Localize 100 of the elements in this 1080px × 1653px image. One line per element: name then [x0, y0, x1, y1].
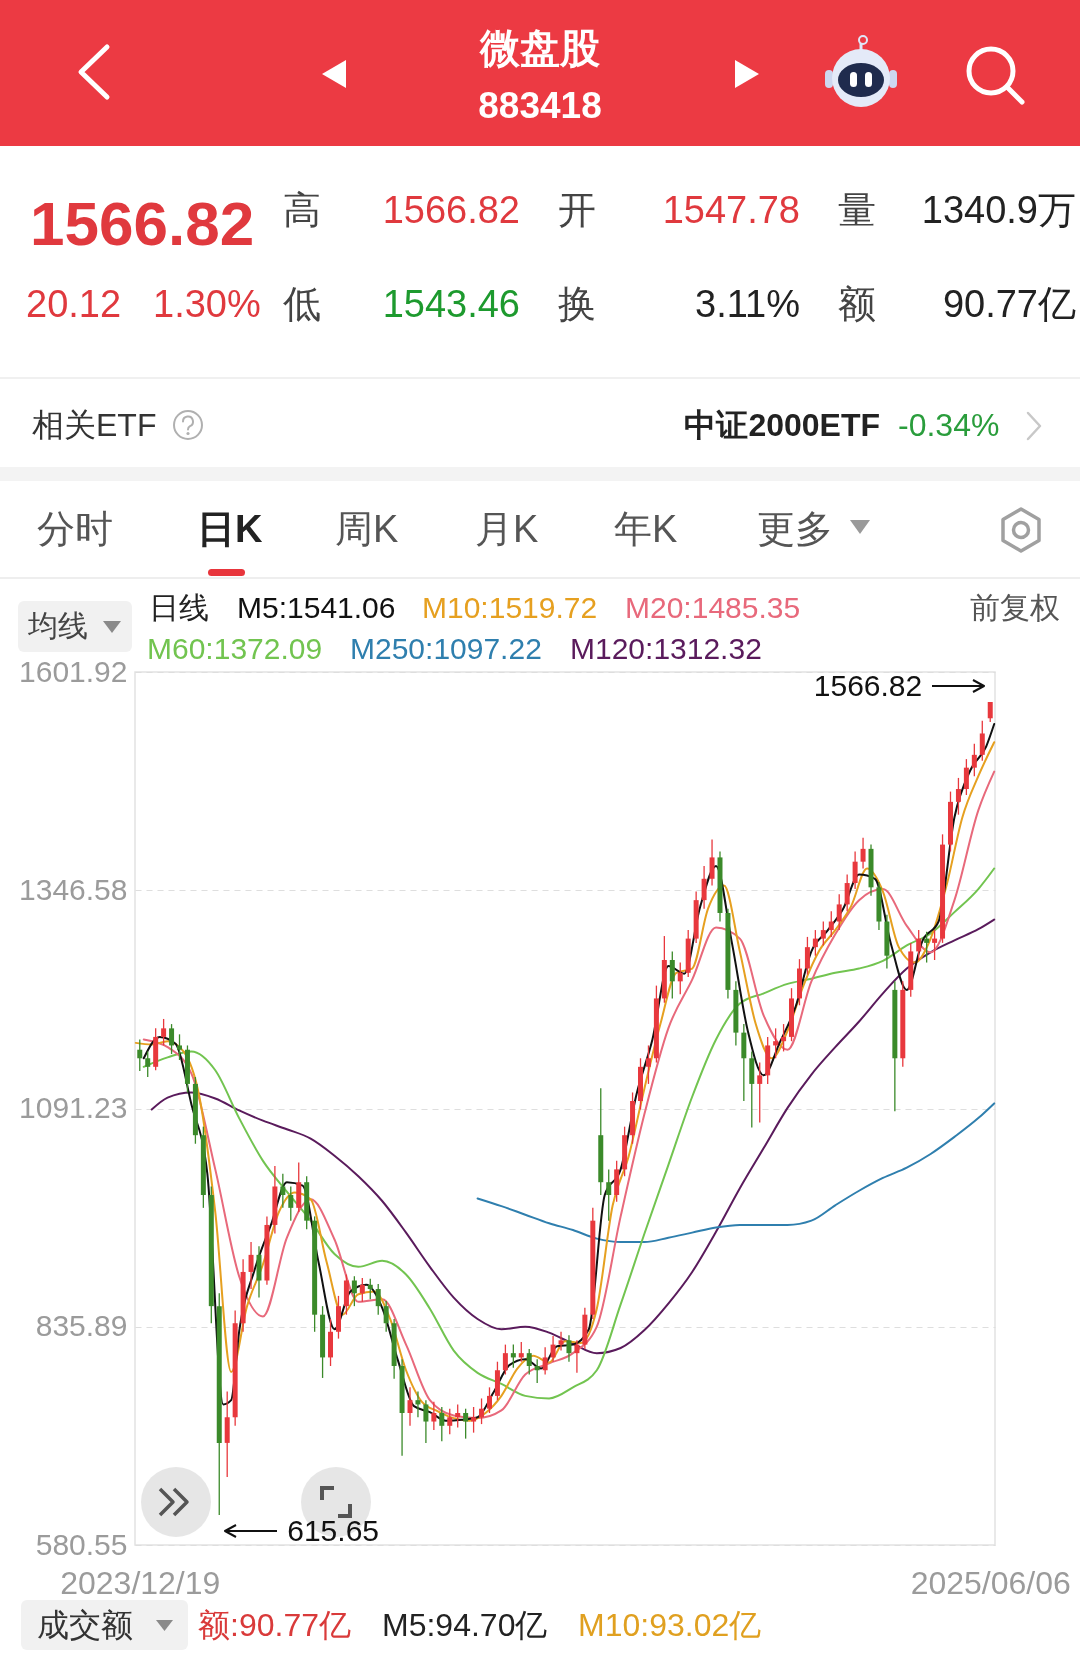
candlestick	[852, 850, 858, 890]
candlestick	[177, 1033, 183, 1061]
text: M5:1541.06	[237, 590, 396, 626]
candlestick	[757, 1061, 763, 1124]
text: 均线	[28, 608, 88, 644]
candlestick	[455, 1403, 461, 1429]
candlestick	[955, 777, 961, 816]
text: 月K	[475, 508, 539, 552]
text: 20.12	[26, 283, 122, 327]
candlestick	[447, 1408, 453, 1435]
candlestick	[518, 1341, 524, 1363]
text: M5:94.70亿	[382, 1606, 548, 1644]
candlestick	[359, 1277, 365, 1303]
text: M250:1097.22	[350, 631, 542, 667]
text: 年K	[614, 508, 678, 552]
text: 1.30%	[153, 283, 261, 327]
candlestick	[677, 961, 683, 995]
candlestick	[669, 950, 675, 1000]
candlestick	[701, 865, 707, 910]
candlestick	[502, 1343, 508, 1376]
candlestick	[963, 758, 969, 796]
y-tick-label: 835.89	[35, 1309, 128, 1343]
line-series	[476, 1102, 996, 1244]
x-tick-label: 2025/06/06	[910, 1564, 1071, 1601]
text: M20:1485.35	[625, 590, 801, 626]
text: 1340.9万	[921, 189, 1076, 233]
text: 额:90.77亿	[198, 1606, 351, 1644]
candlestick	[137, 1038, 143, 1072]
text: 成交额	[37, 1606, 133, 1644]
candlestick	[161, 1018, 167, 1047]
candlestick	[280, 1173, 286, 1209]
text: 日线	[149, 590, 209, 626]
text: M10:1519.72	[422, 590, 598, 626]
x-tick-label: 2023/12/19	[60, 1564, 221, 1601]
candlestick	[471, 1406, 477, 1434]
candlestick	[781, 1023, 787, 1053]
text: 低	[283, 283, 321, 327]
text: M120:1312.32	[570, 631, 762, 667]
text: M60:1372.09	[147, 631, 323, 667]
candlestick	[916, 929, 922, 961]
candlestick	[804, 936, 810, 976]
y-tick-label: 1601.92	[19, 654, 128, 688]
text: 更多	[757, 508, 833, 552]
candlestick	[169, 1023, 175, 1055]
text: 周K	[335, 508, 399, 552]
text: 换	[558, 283, 596, 327]
chart-title: 微盘股	[480, 25, 600, 71]
candlestick	[431, 1401, 437, 1431]
text: 分时	[37, 508, 113, 552]
text: 日K	[197, 508, 263, 552]
candlestick	[844, 873, 850, 912]
candlestick	[979, 720, 985, 762]
candlestick	[566, 1334, 572, 1363]
text: 额	[838, 283, 876, 327]
candlestick	[971, 743, 977, 777]
candlestick	[836, 893, 842, 931]
text: 1566.82	[382, 189, 520, 233]
text: 中证2000ETF	[684, 406, 880, 444]
chart-subtitle: 883418	[478, 84, 602, 128]
candlestick	[709, 838, 715, 887]
text: 量	[838, 189, 876, 233]
candlestick	[932, 929, 938, 961]
text: 1547.78	[662, 189, 800, 233]
line-series	[142, 867, 996, 1400]
candlestick	[987, 701, 993, 723]
candlestick	[645, 1044, 651, 1085]
candlestick	[479, 1397, 485, 1425]
candlestick	[828, 910, 834, 938]
candlestick	[415, 1390, 421, 1418]
candlestick	[924, 931, 930, 964]
y-tick-label: 1346.58	[19, 872, 128, 906]
candlestick	[558, 1331, 564, 1352]
candlestick	[486, 1386, 492, 1414]
text: 3.11%	[695, 283, 800, 327]
candlestick	[383, 1300, 389, 1333]
candlestick	[534, 1358, 540, 1384]
text: -0.34%	[898, 406, 1000, 444]
candlestick	[423, 1399, 429, 1444]
candlestick	[439, 1406, 445, 1442]
y-tick-label: 580.55	[35, 1527, 128, 1561]
candlestick	[773, 1027, 779, 1059]
candlestick	[463, 1408, 469, 1440]
candlestick	[407, 1386, 413, 1427]
candlestick	[367, 1278, 373, 1300]
candlestick	[550, 1335, 556, 1363]
text: 90.77亿	[942, 283, 1076, 327]
candlestick	[860, 837, 866, 870]
text: 前复权	[970, 590, 1060, 626]
line-series	[150, 918, 996, 1355]
text: 高	[283, 189, 321, 233]
candlestick	[812, 929, 818, 957]
candlestick	[145, 1050, 151, 1078]
candlestick	[375, 1283, 381, 1316]
candlestick	[526, 1348, 532, 1376]
candlestick	[288, 1185, 294, 1222]
candlestick	[510, 1343, 516, 1369]
candlestick	[351, 1275, 357, 1307]
y-tick-label: 1091.23	[19, 1091, 128, 1124]
text: 开	[558, 189, 596, 233]
text: 1566.82	[30, 188, 255, 260]
